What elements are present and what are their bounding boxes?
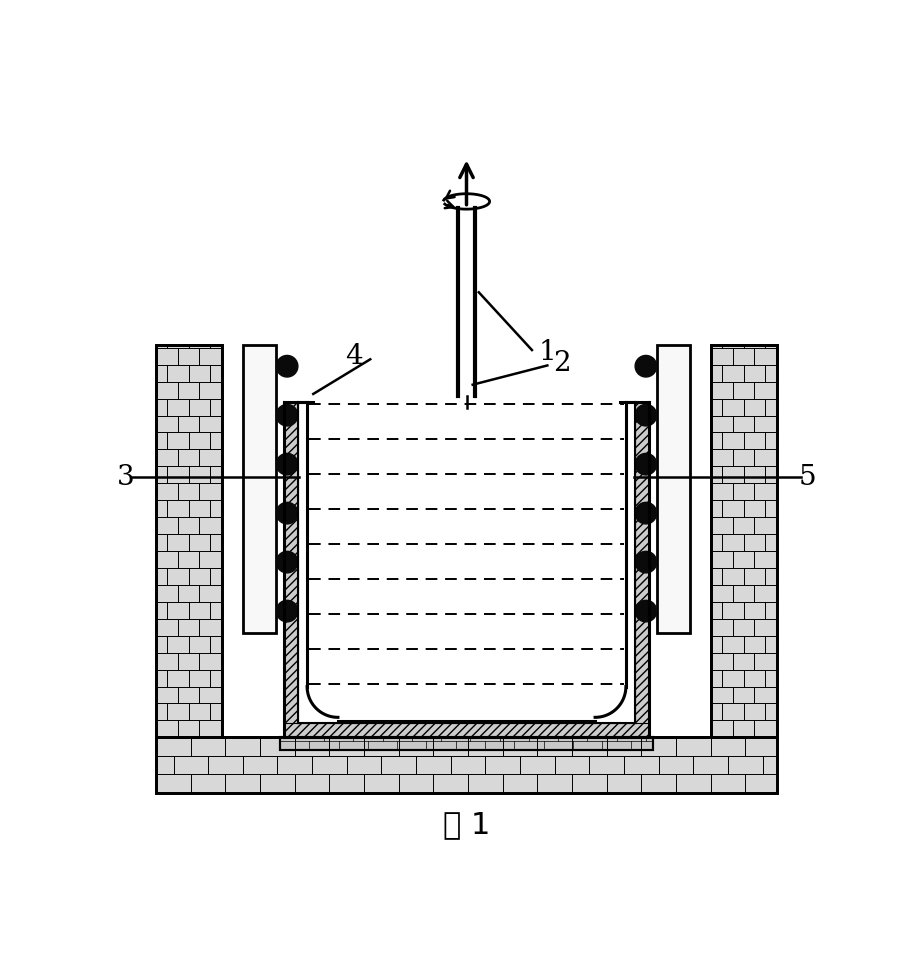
Bar bbox=[635, 401, 649, 736]
Circle shape bbox=[635, 600, 657, 622]
Bar bbox=[156, 737, 777, 793]
Bar bbox=[281, 736, 653, 751]
Text: 4: 4 bbox=[345, 344, 363, 371]
Text: 5: 5 bbox=[799, 464, 816, 491]
Bar bbox=[156, 345, 221, 737]
Bar bbox=[281, 736, 653, 751]
Circle shape bbox=[635, 502, 657, 524]
Bar bbox=[284, 401, 649, 736]
Circle shape bbox=[635, 453, 657, 475]
Circle shape bbox=[276, 600, 298, 622]
Bar bbox=[284, 401, 298, 736]
Circle shape bbox=[276, 453, 298, 475]
Text: 2: 2 bbox=[554, 350, 571, 377]
Bar bbox=[156, 345, 221, 737]
Bar bbox=[284, 723, 649, 736]
Bar bbox=[658, 345, 690, 633]
Bar bbox=[156, 737, 777, 793]
Circle shape bbox=[635, 404, 657, 426]
Bar bbox=[243, 345, 275, 633]
Text: 图 1: 图 1 bbox=[443, 810, 490, 840]
Text: 3: 3 bbox=[117, 464, 134, 491]
Circle shape bbox=[276, 502, 298, 524]
Circle shape bbox=[635, 355, 657, 377]
Circle shape bbox=[635, 551, 657, 573]
Circle shape bbox=[276, 551, 298, 573]
Circle shape bbox=[276, 404, 298, 426]
Polygon shape bbox=[307, 401, 626, 721]
Bar bbox=[711, 345, 777, 737]
Circle shape bbox=[276, 355, 298, 377]
Bar bbox=[711, 345, 777, 737]
Text: 1: 1 bbox=[538, 339, 556, 366]
